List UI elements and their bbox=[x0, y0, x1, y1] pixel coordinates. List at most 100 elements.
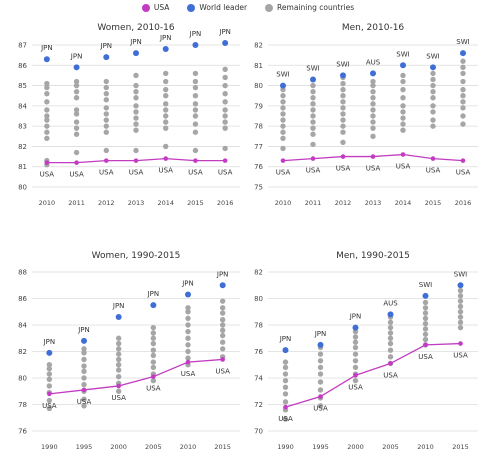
x-tick-label: 1990 bbox=[41, 443, 58, 451]
remaining-country-point bbox=[280, 99, 286, 105]
remaining-country-point bbox=[73, 131, 80, 137]
remaining-country-point bbox=[163, 93, 169, 99]
remaining-country-point bbox=[115, 335, 122, 341]
usa-point bbox=[116, 383, 121, 389]
remaining-country-point bbox=[185, 342, 191, 348]
world-leader-point bbox=[460, 50, 466, 57]
world-leader-label: SWI bbox=[396, 50, 409, 58]
world-leader-point bbox=[162, 46, 169, 53]
world-leader-point bbox=[192, 42, 199, 48]
world-leader-point bbox=[81, 337, 87, 344]
world-leader-point bbox=[185, 291, 191, 298]
usa-point bbox=[44, 160, 50, 165]
y-tick-label: 83 bbox=[18, 123, 27, 131]
remaining-country-point bbox=[115, 362, 122, 368]
remaining-country-point bbox=[400, 78, 406, 85]
chart-title: Men, 1990-2015 bbox=[336, 251, 410, 261]
remaining-country-point bbox=[317, 387, 324, 393]
y-tick-label: 86 bbox=[18, 295, 27, 303]
remaining-country-point bbox=[222, 90, 228, 97]
y-tick-label: 78 bbox=[254, 123, 263, 131]
remaining-country-point bbox=[222, 74, 228, 81]
remaining-country-point bbox=[103, 117, 109, 123]
chart-title: Women, 1990-2015 bbox=[92, 251, 181, 261]
usa-point-label: USA bbox=[111, 394, 126, 402]
remaining-country-point bbox=[44, 129, 50, 135]
world-leader-point bbox=[310, 76, 316, 83]
usa-line bbox=[285, 342, 461, 408]
remaining-country-point bbox=[282, 391, 289, 397]
remaining-country-point bbox=[103, 129, 109, 135]
usa-point-label: USA bbox=[158, 167, 173, 175]
x-tick-label: 2016 bbox=[455, 199, 472, 207]
remaining-country-point bbox=[340, 80, 346, 87]
y-tick-label: 85 bbox=[18, 82, 27, 90]
usa-point-label: USA bbox=[99, 169, 114, 177]
remaining-country-point bbox=[163, 70, 169, 77]
x-tick-label: 2005 bbox=[145, 443, 162, 451]
remaining-country-point bbox=[340, 129, 346, 135]
usa-point-label: USA bbox=[42, 402, 57, 410]
remaining-country-point bbox=[73, 111, 80, 117]
remaining-country-point bbox=[370, 107, 376, 113]
remaining-country-point bbox=[280, 123, 286, 129]
remaining-country-point bbox=[133, 95, 139, 101]
remaining-country-point bbox=[310, 131, 316, 137]
world-leader-label: JPN bbox=[40, 44, 53, 52]
world-leader-marker-icon bbox=[187, 3, 196, 12]
remaining-country-point bbox=[44, 135, 50, 142]
remaining-country-point bbox=[133, 147, 139, 154]
remaining-country-point bbox=[163, 143, 169, 150]
remaining-country-point bbox=[219, 346, 226, 352]
usa-point bbox=[185, 359, 191, 365]
x-tick-label: 1990 bbox=[277, 443, 294, 451]
usa-point bbox=[81, 387, 87, 393]
remaining-country-point bbox=[133, 72, 139, 79]
remaining-country-point bbox=[133, 127, 139, 133]
usa-point bbox=[74, 160, 79, 165]
usa-point-label: USA bbox=[146, 385, 161, 393]
remaining-country-point bbox=[44, 84, 50, 91]
remaining-country-point bbox=[73, 107, 80, 113]
remaining-country-point bbox=[185, 309, 191, 315]
remaining-country-point bbox=[422, 336, 429, 343]
usa-point bbox=[370, 154, 376, 159]
remaining-country-point bbox=[352, 344, 359, 351]
world-leader-point bbox=[150, 302, 157, 309]
x-tick-label: 2015 bbox=[425, 199, 442, 207]
usa-point bbox=[423, 342, 428, 348]
remaining-country-point bbox=[370, 125, 376, 131]
remaining-country-point bbox=[115, 351, 122, 357]
usa-point-label: USA bbox=[313, 405, 328, 413]
remaining-country-point bbox=[370, 119, 376, 125]
usa-point-label: USA bbox=[218, 169, 233, 177]
remaining-country-point bbox=[163, 125, 169, 131]
remaining-country-point bbox=[81, 350, 87, 356]
remaining-country-point bbox=[185, 335, 191, 341]
remaining-country-point bbox=[73, 95, 80, 101]
x-tick-label: 2010 bbox=[180, 443, 197, 451]
x-tick-label: 2000 bbox=[110, 443, 127, 451]
world-leader-point bbox=[430, 64, 436, 71]
usa-point bbox=[460, 158, 466, 163]
y-tick-label: 80 bbox=[254, 295, 263, 303]
legend: USA World leader Remaining countries bbox=[0, 3, 496, 12]
legend-item-usa: USA bbox=[141, 3, 169, 12]
remaining-country-point bbox=[282, 364, 289, 371]
remaining-country-point bbox=[310, 88, 316, 95]
remaining-country-point bbox=[163, 86, 169, 93]
remaining-country-point bbox=[73, 149, 80, 156]
remaining-country-point bbox=[352, 351, 359, 357]
x-tick-label: 2005 bbox=[382, 443, 399, 451]
world-leader-label: JPN bbox=[314, 330, 327, 338]
remaining-country-point bbox=[430, 95, 436, 101]
remaining-country-point bbox=[81, 396, 87, 402]
remaining-country-point bbox=[460, 64, 466, 71]
world-leader-point bbox=[317, 341, 324, 348]
x-tick-label: 2012 bbox=[98, 199, 115, 207]
world-leader-label: JPN bbox=[77, 326, 90, 334]
remaining-country-point bbox=[44, 123, 50, 129]
remaining-country-point bbox=[317, 403, 324, 409]
y-tick-label: 77 bbox=[254, 143, 263, 151]
